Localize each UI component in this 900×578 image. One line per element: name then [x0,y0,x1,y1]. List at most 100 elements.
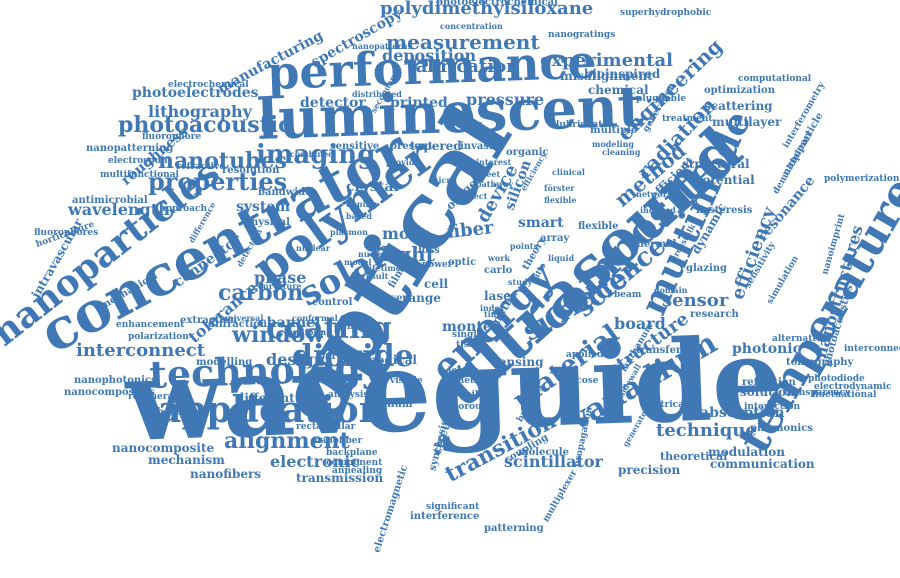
word-202: conformal [292,313,338,323]
word-45: electronic [270,452,361,471]
word-185: losses [448,366,479,376]
word-227: domain [654,285,688,295]
word-117: range [402,291,441,305]
word-67: photoelectrodes [132,85,259,101]
word-208: power [422,260,453,270]
word-89: extraction [180,315,238,326]
word-131: bandwidth [258,187,318,198]
word-32: alignment [224,428,350,454]
word-108: photoelectrochemical [436,0,558,8]
word-207: model [344,257,372,267]
word-181: annealing [332,466,383,476]
word-95: optimization [704,85,775,96]
word-21: imaging [256,140,376,170]
word-59: board [614,314,666,333]
word-212: index [480,303,505,313]
word-209: carlo [484,265,513,276]
word-237: pathway [476,179,514,189]
word-147: concave [334,321,379,332]
word-91: antimicrobial [72,195,148,206]
word-24: photoacoustic [118,112,292,138]
word-138: approach [160,204,208,214]
word-70: misalignment [560,69,653,83]
word-84: different [236,391,295,405]
word-243: points [510,241,538,251]
word-150: organic [506,147,549,158]
word-197: nucleic [358,249,391,259]
word-153: array [540,233,570,244]
word-200: universal [222,313,264,323]
word-12: application [158,389,385,431]
word-196: significant [426,502,480,512]
word-41: sensor [662,290,729,311]
word-86: nanophotonics [74,375,157,386]
word-160: reflection [742,377,796,388]
word-114: sensing [492,355,544,369]
word-35: fabrication [408,56,520,77]
word-180: component [326,458,383,468]
word-20: dioxide [292,339,414,374]
word-96: tomography [786,357,854,368]
word-194: electrical [640,400,688,410]
word-148: layer [380,293,408,304]
word-179: backplane [326,448,378,458]
word-93: multilayer [712,115,782,129]
word-85: coherence [144,407,202,418]
word-232: plasmon [330,227,368,237]
word-155: thermal [632,239,677,250]
word-47: photonic [732,341,802,357]
word-189: tissue [456,340,486,350]
word-213: time [484,309,505,319]
word-193: glucose [560,376,599,386]
word-226: beam [614,290,642,300]
word-222: modeling [592,139,634,149]
word-239: flexible [544,195,577,205]
word-171: treatment [662,114,713,124]
word-110: nanopatterning [86,143,174,154]
word-106: superhydrophobic [620,8,712,18]
word-149: present [390,141,433,152]
word-201: uniform [290,327,327,337]
word-164: glazing [686,263,728,274]
word-76: solution [740,385,795,399]
word-140: fluorophores [34,228,99,238]
word-98: photodiode [808,374,865,384]
word-100: interconnection [844,344,900,354]
word-242: sheet [476,169,501,179]
word-26: polydimethylsiloxane [380,0,594,19]
word-73: structural [682,157,750,171]
word-223: cleaning [602,147,641,157]
word-244: liquid [548,253,575,263]
word-23: nanotubes [158,148,287,174]
word-146: control [312,297,353,308]
word-165: hysteresis [696,205,753,216]
word-204: doping [346,199,377,209]
word-79: precision [618,463,681,477]
word-133: resolution [222,165,280,176]
word-136: multifunctional [100,170,179,180]
word-94: scattering [704,99,773,113]
word-38: pressure [466,90,545,109]
word-78: modulation [708,445,785,459]
word-118: cell [424,277,449,291]
word-183: rectangular [296,422,356,432]
word-216: study [508,277,533,287]
word-184: analysis [328,390,369,400]
word-64: wavelength [68,200,170,219]
word-186: kinetic [448,376,483,386]
word-235: provide [386,157,420,167]
word-49: light [382,242,435,266]
word-156: research [690,309,739,320]
word-74: potential [694,173,755,187]
word-176: distributed [352,89,402,99]
word-62: printed [390,95,448,111]
word-215: optic [448,257,477,268]
word-115: monte [442,319,492,335]
word-158: applied [566,350,604,360]
word-116: laser [484,289,518,303]
word-33: window [232,322,325,348]
word-188: milling [462,390,499,400]
word-230: combined [290,149,334,159]
word-205: based [346,211,372,221]
